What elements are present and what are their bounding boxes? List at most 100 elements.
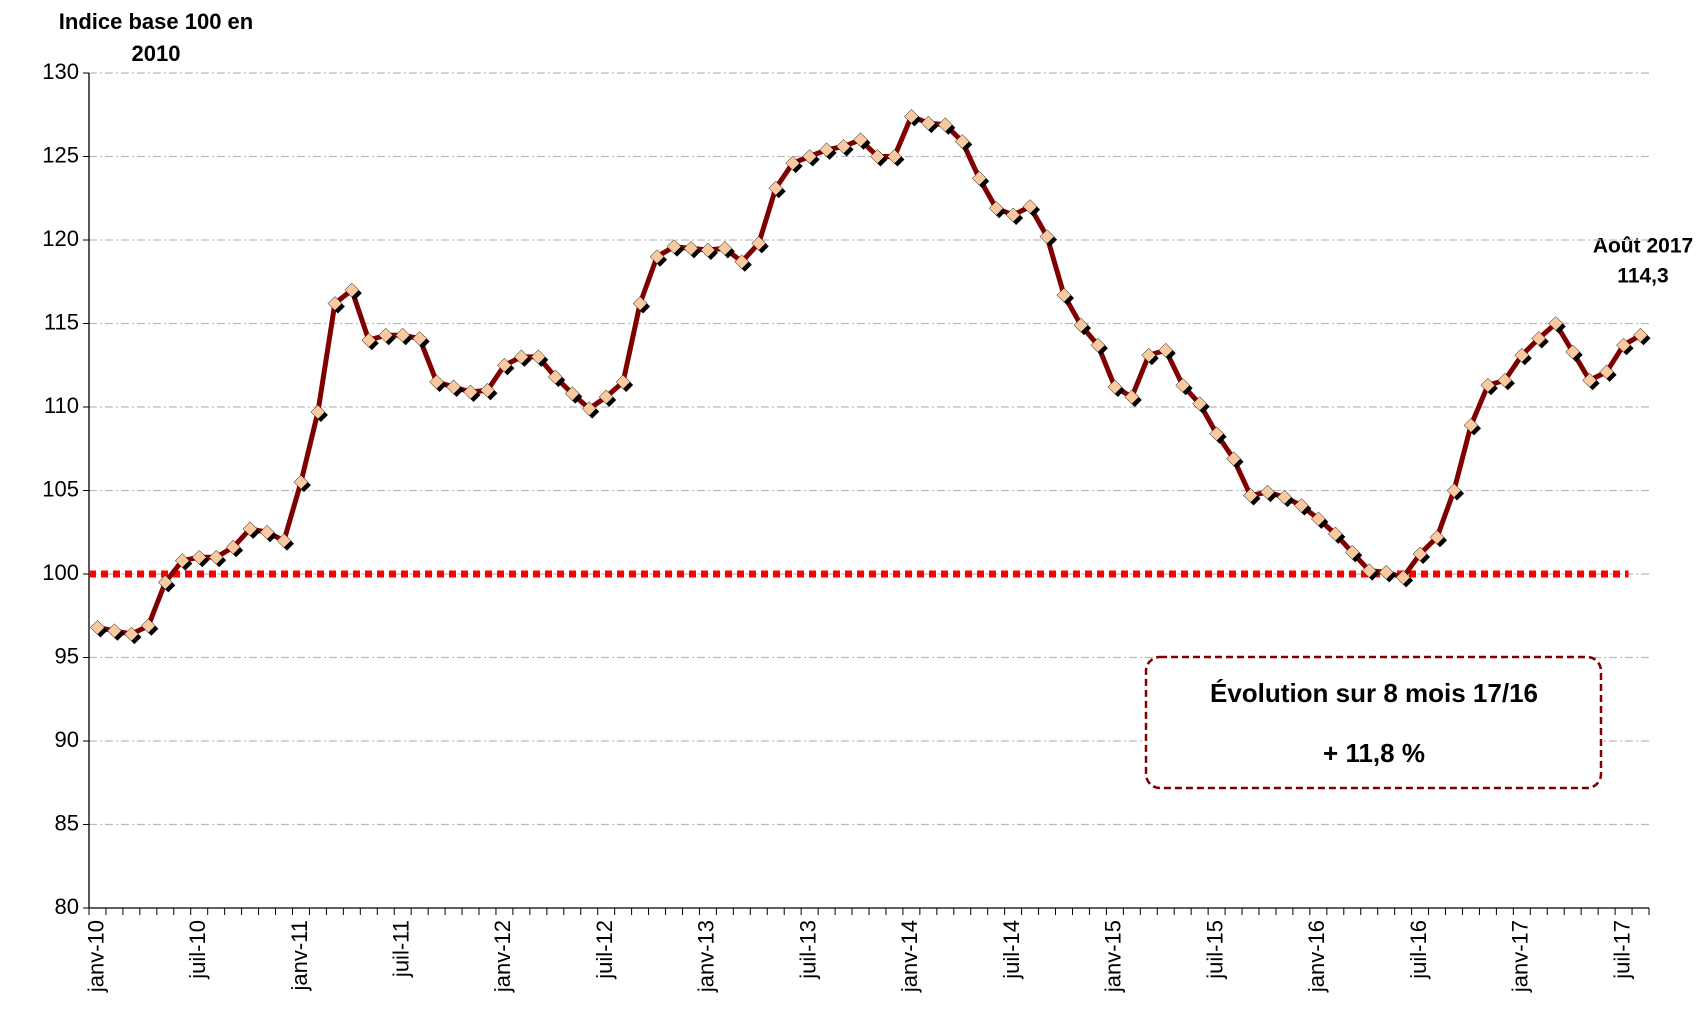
x-tick-label: janv-14	[897, 920, 922, 993]
marker	[785, 155, 801, 171]
marker	[1310, 511, 1326, 527]
marker	[1429, 529, 1445, 545]
marker	[1056, 287, 1072, 303]
marker	[208, 549, 224, 565]
marker	[1514, 347, 1530, 363]
marker	[1277, 489, 1292, 505]
x-tick-label: juil-17	[1609, 920, 1634, 980]
marker	[361, 332, 377, 348]
marker	[242, 521, 258, 537]
marker	[836, 139, 851, 154]
y-tick-label: 80	[55, 894, 79, 919]
y-tick-label: 130	[42, 59, 79, 84]
marker	[1582, 372, 1598, 388]
marker	[1022, 199, 1038, 214]
y-tick-label: 110	[44, 393, 79, 418]
marker	[853, 132, 868, 148]
y-tick-label: 105	[42, 476, 79, 501]
x-tick-label: juil-12	[592, 920, 617, 980]
data-label: 114,3	[1617, 265, 1668, 288]
marker	[327, 296, 343, 311]
marker	[1175, 377, 1191, 393]
marker	[632, 296, 648, 311]
marker	[870, 149, 885, 164]
marker	[615, 374, 631, 390]
marker	[310, 404, 326, 420]
marker	[598, 389, 614, 405]
marker	[666, 239, 682, 255]
marker	[1294, 498, 1309, 513]
marker	[717, 240, 733, 256]
marker	[1378, 564, 1394, 580]
marker	[157, 574, 173, 590]
y-tick-label: 85	[55, 810, 79, 835]
marker	[1124, 389, 1140, 405]
y-tick-label: 95	[55, 643, 79, 668]
marker	[1226, 451, 1241, 467]
y-axis-title: Indice base 100 en	[59, 9, 253, 34]
marker	[412, 331, 428, 346]
marker	[1073, 317, 1089, 333]
x-tick-label: juil-11	[389, 920, 414, 978]
marker	[954, 134, 970, 149]
y-tick-label: 100	[42, 560, 79, 585]
x-tick-label: janv-11	[287, 920, 312, 992]
marker	[1327, 526, 1343, 542]
marker	[1107, 379, 1123, 395]
marker	[937, 117, 953, 133]
marker	[1463, 418, 1479, 433]
marker	[293, 474, 309, 490]
marker	[429, 374, 444, 390]
marker	[1141, 347, 1157, 363]
marker	[1395, 569, 1411, 585]
marker	[225, 539, 241, 555]
annotation-title: Évolution sur 8 mois 17/16	[1210, 678, 1538, 708]
x-tick-label: janv-12	[490, 920, 515, 993]
x-tick-label: juil-15	[1202, 920, 1227, 980]
marker	[802, 149, 818, 164]
marker	[259, 524, 275, 540]
marker	[378, 327, 394, 343]
marker	[988, 200, 1004, 216]
marker	[564, 386, 580, 401]
x-tick-label: janv-13	[694, 920, 719, 993]
marker	[107, 623, 122, 639]
marker	[734, 254, 750, 270]
marker	[1039, 229, 1055, 245]
marker	[1548, 316, 1564, 331]
marker	[1209, 426, 1224, 442]
marker	[547, 369, 563, 385]
y-tick-label: 120	[42, 226, 79, 251]
x-tick-label: juil-10	[185, 920, 210, 980]
y-tick-label: 115	[44, 309, 79, 334]
x-tick-label: juil-16	[1406, 920, 1431, 980]
marker	[480, 382, 495, 398]
marker	[1260, 484, 1275, 500]
marker	[446, 379, 461, 395]
marker	[1412, 546, 1428, 562]
marker	[1192, 396, 1208, 412]
marker	[1599, 364, 1614, 380]
marker	[971, 170, 987, 186]
x-tick-label: janv-17	[1508, 920, 1533, 993]
marker	[649, 249, 665, 265]
marker	[1531, 331, 1547, 346]
annotation: Août 2017	[1593, 235, 1693, 258]
marker	[530, 349, 546, 365]
marker	[463, 384, 478, 400]
marker	[1361, 563, 1377, 579]
x-tick-label: janv-16	[1304, 920, 1329, 993]
marker	[140, 618, 156, 634]
marker	[395, 327, 411, 343]
y-axis-title: 2010	[132, 41, 181, 66]
marker	[1633, 327, 1648, 343]
marker	[191, 549, 207, 565]
marker	[904, 109, 919, 124]
marker	[700, 242, 716, 258]
y-tick-label: 125	[42, 142, 79, 167]
marker	[1243, 488, 1258, 503]
marker	[1005, 207, 1021, 223]
x-tick-label: janv-15	[1101, 920, 1126, 993]
